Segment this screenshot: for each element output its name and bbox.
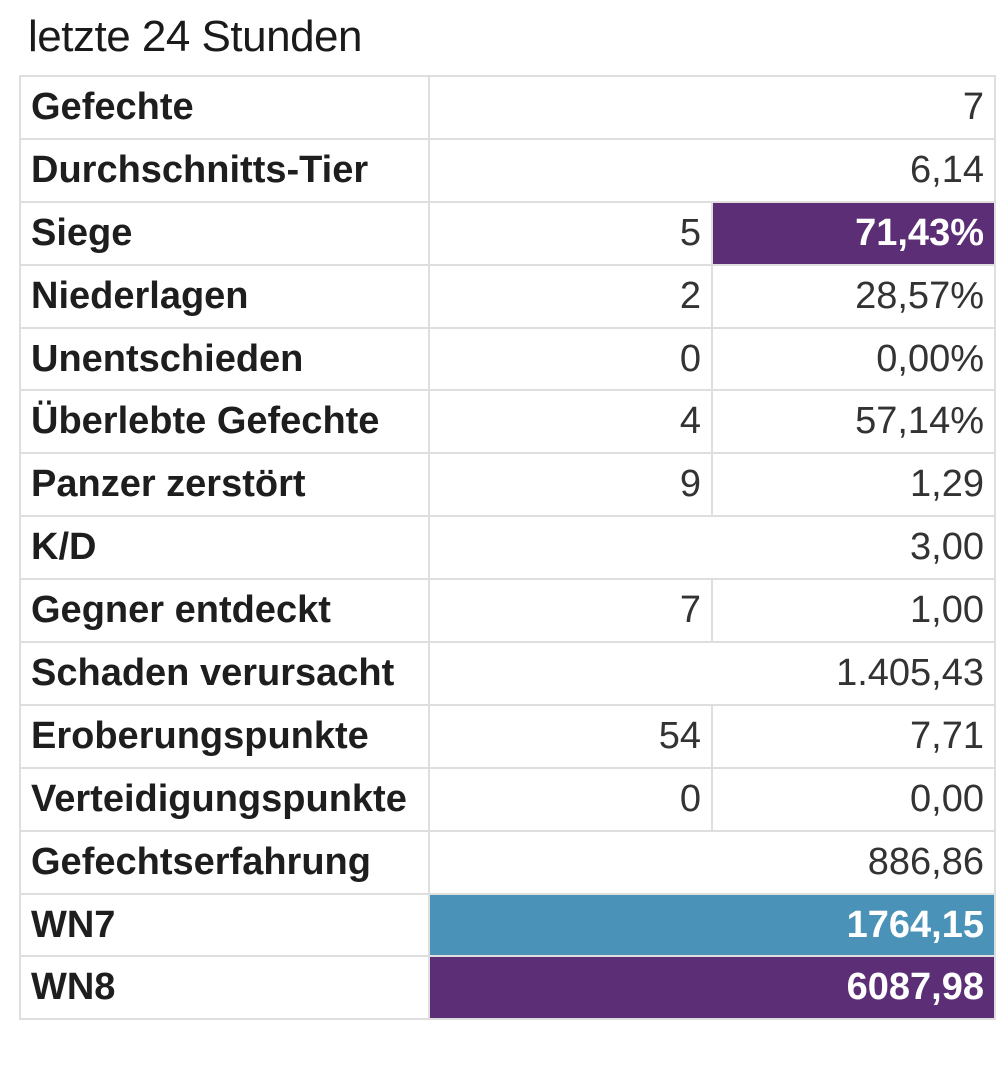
stat-value: 1,00 bbox=[711, 578, 996, 644]
stat-value: 886,86 bbox=[428, 829, 996, 895]
stat-label: Unentschieden bbox=[19, 326, 430, 392]
stat-count: 54 bbox=[428, 703, 713, 769]
stat-value: 1.405,43 bbox=[428, 641, 996, 706]
stat-value: 7 bbox=[428, 75, 996, 140]
stats-table: Gefechte 7 Durchschnitts-Tier 6,14 Siege 5 71,… bbox=[19, 75, 996, 1021]
stat-value: 71,43% bbox=[711, 200, 996, 266]
stat-label: Überlebte Gefechte bbox=[19, 389, 430, 455]
stat-row: Durchschnitts-Tier 6,14 bbox=[19, 137, 996, 203]
stat-label: Gefechte bbox=[19, 75, 430, 140]
stat-count: 0 bbox=[428, 766, 713, 832]
stat-label: Gegner entdeckt bbox=[19, 578, 430, 644]
stat-row: Siege 5 71,43% bbox=[19, 200, 996, 266]
page-title: letzte 24 Stunden bbox=[28, 12, 362, 61]
stat-label: WN7 bbox=[19, 892, 430, 958]
stat-value: 1,29 bbox=[711, 452, 996, 518]
stat-value: 28,57% bbox=[711, 263, 996, 329]
stat-row: Gefechtserfahrung 886,86 bbox=[19, 829, 996, 895]
stat-label: Siege bbox=[19, 200, 430, 266]
stat-value: 7,71 bbox=[711, 703, 996, 769]
stat-row: Gefechte 7 bbox=[19, 75, 996, 140]
stat-value: 6,14 bbox=[428, 137, 996, 203]
stat-value: 0,00 bbox=[711, 766, 996, 832]
stat-label: K/D bbox=[19, 515, 430, 581]
stat-label: Schaden verursacht bbox=[19, 641, 430, 706]
stat-count: 5 bbox=[428, 200, 713, 266]
stat-row: Schaden verursacht 1.405,43 bbox=[19, 641, 996, 706]
stat-label: Eroberungspunkte bbox=[19, 703, 430, 769]
stat-value: 57,14% bbox=[711, 389, 996, 455]
stat-value: 6087,98 bbox=[428, 955, 996, 1021]
stat-count: 7 bbox=[428, 578, 713, 644]
stat-value: 1764,15 bbox=[428, 892, 996, 958]
stat-row: Panzer zerstört 9 1,29 bbox=[19, 452, 996, 518]
stat-row: Niederlagen 2 28,57% bbox=[19, 263, 996, 329]
stat-label: Panzer zerstört bbox=[19, 452, 430, 518]
stat-label: Niederlagen bbox=[19, 263, 430, 329]
stat-row: Gegner entdeckt 7 1,00 bbox=[19, 578, 996, 644]
stat-row: Überlebte Gefechte 4 57,14% bbox=[19, 389, 996, 455]
stat-count: 9 bbox=[428, 452, 713, 518]
stat-row: Eroberungspunkte 54 7,71 bbox=[19, 703, 996, 769]
stat-row: K/D 3,00 bbox=[19, 515, 996, 581]
stat-label: Gefechtserfahrung bbox=[19, 829, 430, 895]
stat-value: 3,00 bbox=[428, 515, 996, 581]
stat-count: 2 bbox=[428, 263, 713, 329]
stat-value: 0,00% bbox=[711, 326, 996, 392]
stat-label: WN8 bbox=[19, 955, 430, 1021]
stat-row: Verteidigungspunkte 0 0,00 bbox=[19, 766, 996, 832]
stat-row: Unentschieden 0 0,00% bbox=[19, 326, 996, 392]
stat-label: Durchschnitts-Tier bbox=[19, 137, 430, 203]
stat-label: Verteidigungspunkte bbox=[19, 766, 430, 832]
stat-count: 0 bbox=[428, 326, 713, 392]
stat-count: 4 bbox=[428, 389, 713, 455]
stat-row: WN8 6087,98 bbox=[19, 955, 996, 1021]
stat-row: WN7 1764,15 bbox=[19, 892, 996, 958]
